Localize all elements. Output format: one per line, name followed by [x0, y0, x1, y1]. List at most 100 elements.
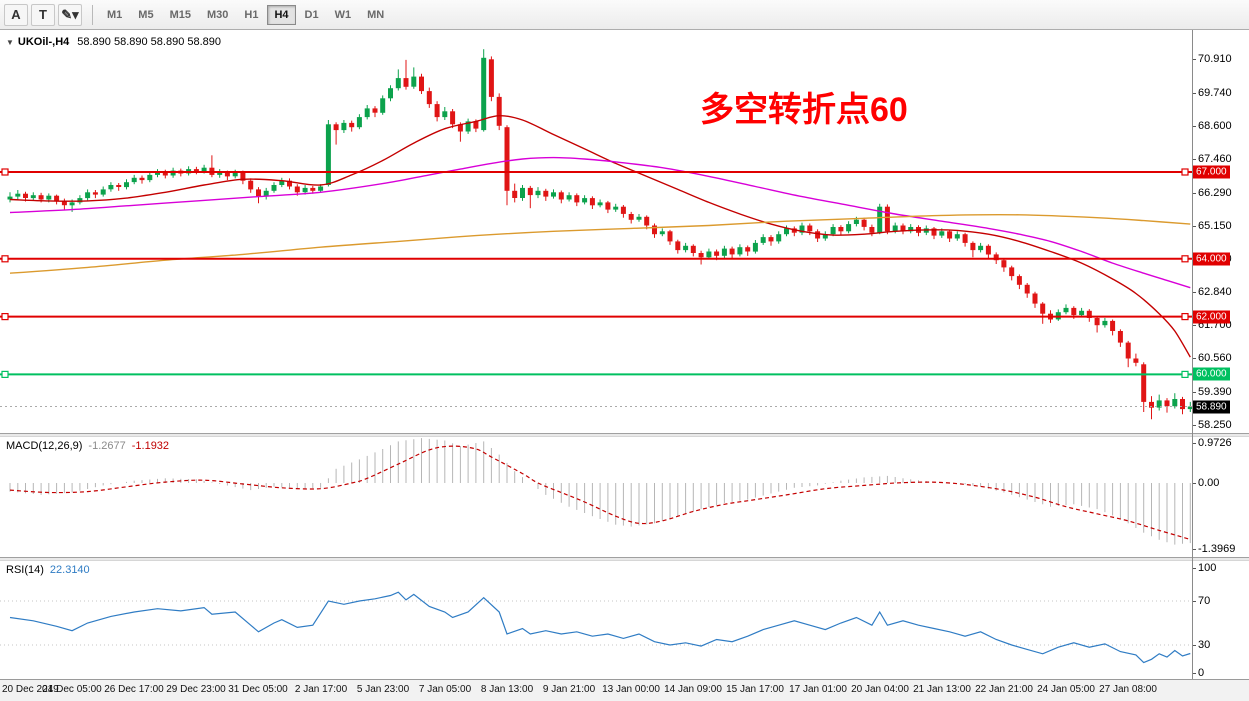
chart-collapse-icon[interactable]: ▼	[6, 38, 14, 47]
rsi-tick-mark	[1192, 673, 1196, 674]
price-tick-mark	[1192, 125, 1196, 127]
hline-price-tag: 62.000	[1193, 310, 1230, 324]
rsi-axis-label: 70	[1198, 595, 1211, 607]
rsi-header: RSI(14) 22.3140	[6, 564, 96, 576]
price-axis[interactable]: 70.910 69.740 68.600 67.460 66.290 65.150 64.0…	[0, 30, 1249, 433]
pane-splitter-macd[interactable]	[0, 433, 1249, 437]
price-chart-pane[interactable]: ▼ UKOil-,H4 58.890 58.890 58.890 58.890 多空…	[0, 30, 1249, 433]
price-tick-mark	[1192, 158, 1196, 160]
time-axis-label: 29 Dec 23:00	[166, 684, 226, 695]
price-tick-mark	[1192, 425, 1196, 426]
rsi-tick-mark	[1192, 601, 1196, 602]
chart-ohlc-quotes: 58.890 58.890 58.890 58.890	[77, 36, 222, 48]
price-tick-label: 60.560	[1198, 352, 1232, 365]
timeframe-m1-button[interactable]: M1	[107, 8, 123, 21]
price-tick-label: 62.840	[1198, 286, 1232, 299]
time-axis[interactable]: 20 Dec 2019 24 Dec 05:00 26 Dec 17:00 29 De…	[0, 679, 1249, 701]
macd-chart-canvas[interactable]	[0, 437, 1192, 557]
price-tick-mark	[1192, 92, 1196, 94]
main-toolbar: A T ✎▾ M1 M5 M15 M30 H1 H4 D1 W1 MN	[0, 0, 1249, 30]
price-tick-mark	[1192, 325, 1196, 327]
macd-axis: 0.9726 0.00 -1.3969	[0, 437, 1249, 557]
time-axis-label: 7 Jan 05:00	[418, 684, 472, 695]
rsi-value: 22.3140	[49, 564, 90, 576]
draw-tool-button[interactable]: ✎▾	[58, 3, 82, 26]
timeframe-m30-button[interactable]: M30	[206, 8, 229, 21]
time-axis-label: 9 Jan 21:00	[542, 684, 596, 695]
timeframe-mn-button[interactable]: MN	[367, 8, 385, 21]
rsi-axis-label: 30	[1198, 639, 1211, 651]
macd-tick-mark	[1192, 443, 1196, 444]
price-tick-mark	[1192, 225, 1196, 227]
macd-value-signal: -1.1932	[131, 440, 170, 452]
price-tick-label: 58.250	[1198, 419, 1232, 431]
timeframe-w1-button[interactable]: W1	[334, 8, 352, 21]
time-axis-label: 24 Jan 05:00	[1037, 684, 1095, 695]
timeframe-h1-button[interactable]: H1	[244, 8, 259, 21]
text-tool-button[interactable]: T	[31, 3, 55, 26]
arrow-tool-button[interactable]: A	[4, 3, 28, 26]
pane-splitter-rsi[interactable]	[0, 557, 1249, 561]
timeframe-button-group: M1 M5 M15 M30 H1 H4 D1 W1 MN	[100, 4, 393, 25]
price-tick-mark	[1192, 192, 1196, 194]
rsi-tick-mark	[1192, 568, 1196, 569]
time-axis-label: 13 Jan 00:00	[602, 684, 660, 695]
price-tick-label: 67.460	[1198, 152, 1232, 165]
price-tick-label: 59.390	[1198, 386, 1232, 398]
time-axis-label: 24 Dec 05:00	[42, 684, 102, 695]
macd-indicator-pane[interactable]: MACD(12,26,9) -1.2677 -1.1932 0.9726 0.00 -1…	[0, 437, 1249, 557]
current-price-tag: 58.890	[1193, 400, 1230, 413]
rsi-name: RSI(14)	[6, 564, 44, 576]
price-tick-label: 68.600	[1198, 119, 1232, 132]
price-tick-label: 66.290	[1198, 186, 1232, 199]
price-tick-mark	[1192, 358, 1196, 360]
rsi-tick-mark	[1192, 645, 1196, 646]
time-axis-label: 20 Dec 2019	[2, 684, 59, 695]
time-axis-label: 14 Jan 09:00	[664, 684, 722, 695]
time-axis-label: 17 Jan 01:00	[789, 684, 847, 695]
chart-symbol-period: UKOil-,H4	[17, 36, 70, 48]
macd-header: MACD(12,26,9) -1.2677 -1.1932	[6, 440, 175, 452]
chart-header: ▼ UKOil-,H4 58.890 58.890 58.890 58.890	[6, 36, 221, 48]
hline-price-tag: 67.000	[1193, 165, 1230, 179]
hline-price-tag: 60.000	[1193, 367, 1230, 381]
macd-value-main: -1.2677	[88, 440, 126, 452]
timeframe-h4-button[interactable]: H4	[267, 4, 296, 25]
rsi-axis-label: 100	[1198, 562, 1217, 574]
price-tick-mark	[1192, 392, 1196, 393]
rsi-chart-canvas[interactable]	[0, 561, 1192, 679]
price-scale-border	[1192, 30, 1193, 679]
time-axis-label: 15 Jan 17:00	[726, 684, 784, 695]
timeframe-m5-button[interactable]: M5	[138, 8, 154, 21]
price-tick-mark	[1192, 292, 1196, 294]
macd-tick-mark	[1192, 549, 1196, 551]
time-axis-label: 27 Jan 08:00	[1099, 684, 1157, 695]
timeframe-d1-button[interactable]: D1	[304, 8, 319, 21]
candlestick-chart-canvas[interactable]	[0, 30, 1192, 433]
rsi-axis: 100 70 30 0	[0, 561, 1249, 679]
hline-price-tag: 64.000	[1193, 252, 1230, 266]
rsi-indicator-pane[interactable]: RSI(14) 22.3140 100 70 30 0	[0, 561, 1249, 679]
macd-name: MACD(12,26,9)	[6, 440, 83, 452]
timeframe-m15-button[interactable]: M15	[169, 8, 191, 21]
price-tick-mark	[1192, 59, 1196, 60]
price-tick-label: 70.910	[1198, 53, 1232, 65]
time-axis-label: 21 Jan 13:00	[913, 684, 971, 695]
macd-axis-label: -1.3969	[1198, 543, 1236, 556]
time-axis-label: 5 Jan 23:00	[356, 684, 410, 695]
time-axis-label: 31 Dec 05:00	[228, 684, 288, 695]
time-axis-label: 8 Jan 13:00	[480, 684, 534, 695]
macd-axis-label: 0.00	[1198, 477, 1220, 489]
chart-annotation-text[interactable]: 多空转折点60	[700, 91, 908, 129]
time-axis-label: 20 Jan 04:00	[851, 684, 909, 695]
toolbar-separator	[92, 4, 93, 25]
time-axis-label: 22 Jan 21:00	[975, 684, 1033, 695]
macd-tick-mark	[1192, 483, 1196, 484]
rsi-axis-label: 0	[1198, 667, 1205, 679]
macd-axis-label: 0.9726	[1198, 437, 1232, 449]
price-tick-label: 65.150	[1198, 219, 1232, 232]
time-axis-label: 26 Dec 17:00	[104, 684, 164, 695]
price-tick-label: 69.740	[1198, 86, 1232, 99]
tool-button-group: A T ✎▾	[4, 3, 85, 26]
